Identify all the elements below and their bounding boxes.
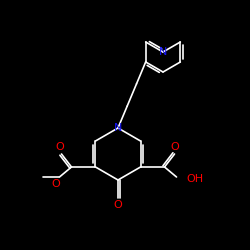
Text: O: O [55,142,64,152]
Text: O: O [114,200,122,210]
Text: N: N [159,47,167,57]
Text: N: N [114,123,122,133]
Text: OH: OH [186,174,204,184]
Text: O: O [51,179,60,189]
Text: O: O [170,142,179,152]
